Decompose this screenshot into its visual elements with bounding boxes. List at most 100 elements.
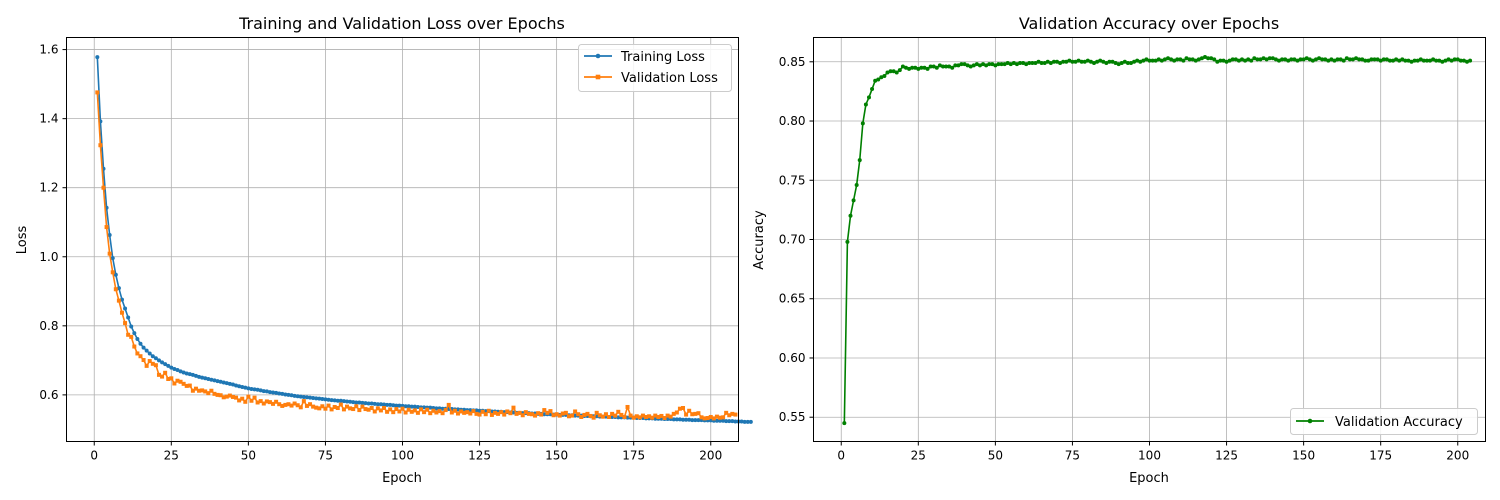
validation-loss-point (492, 410, 497, 415)
validation-accuracy-point (916, 66, 921, 71)
validation-loss-point (508, 411, 513, 416)
validation-accuracy-point (1418, 57, 1423, 62)
training-loss-point (187, 372, 192, 377)
validation-accuracy-point (1273, 57, 1278, 62)
validation-loss-point (95, 90, 100, 95)
training-loss-point (197, 374, 202, 379)
validation-loss-point (462, 410, 467, 415)
legend-marker-validation (595, 74, 601, 80)
training-loss-point (311, 395, 316, 400)
validation-accuracy-point (1221, 58, 1226, 63)
validation-loss-point (135, 351, 140, 356)
training-loss-point (169, 365, 174, 370)
validation-loss-point (545, 410, 550, 415)
training-loss-point (295, 394, 300, 399)
validation-accuracy-point (1119, 60, 1124, 65)
validation-accuracy-point (1341, 58, 1346, 63)
loss-x-tick-label: 75 (318, 449, 333, 463)
validation-accuracy-point (1165, 56, 1170, 61)
loss-grid (66, 37, 739, 442)
validation-accuracy-point (1230, 57, 1235, 62)
validation-loss-point (126, 332, 131, 337)
training-loss-point (289, 393, 294, 398)
training-loss-point (674, 417, 679, 422)
validation-accuracy-point (1172, 58, 1177, 63)
validation-loss-point (304, 403, 309, 408)
validation-loss-point (520, 413, 525, 418)
accuracy-x-tick-label: 125 (1215, 449, 1238, 463)
training-loss-point (156, 358, 161, 363)
validation-loss-point (690, 412, 695, 417)
validation-loss-point (400, 406, 405, 411)
validation-loss-point (224, 394, 229, 399)
validation-accuracy-point (1452, 57, 1457, 62)
validation-loss-point (261, 401, 266, 406)
training-loss-point (304, 395, 309, 400)
validation-loss-point (422, 410, 427, 415)
validation-loss-point (653, 413, 658, 418)
validation-accuracy-point (1360, 57, 1365, 62)
validation-loss-point (113, 287, 118, 292)
training-loss-point (280, 391, 285, 396)
validation-accuracy-point (857, 158, 862, 163)
validation-loss-point (656, 414, 661, 419)
validation-loss-point (483, 412, 488, 417)
validation-loss-point (622, 414, 627, 419)
training-loss-point (218, 379, 223, 384)
training-loss-point (119, 297, 124, 302)
legend-label-accuracy: Validation Accuracy (1335, 415, 1463, 430)
validation-accuracy-point (903, 65, 908, 70)
validation-accuracy-point (1243, 58, 1248, 63)
loss-legend: Training Loss Validation Loss (578, 44, 732, 92)
validation-loss-point (215, 392, 220, 397)
loss-chart-title: Training and Validation Loss over Epochs (238, 14, 565, 33)
validation-loss-point (415, 410, 420, 415)
validation-loss-point (230, 394, 235, 399)
validation-accuracy-point (1147, 58, 1152, 63)
validation-loss-point (141, 358, 146, 363)
validation-loss-point (317, 406, 322, 411)
validation-accuracy-line (843, 56, 1471, 424)
validation-accuracy-point (888, 69, 893, 74)
validation-accuracy-point (873, 78, 878, 83)
validation-loss-point (132, 344, 137, 349)
accuracy-series-layer (842, 55, 1473, 426)
accuracy-x-tick-label: 25 (911, 449, 926, 463)
accuracy-x-tick-label: 50 (988, 449, 1003, 463)
training-loss-point (150, 354, 155, 359)
validation-accuracy-point (848, 213, 853, 218)
validation-accuracy-point (1236, 58, 1241, 63)
validation-accuracy-point (1461, 58, 1466, 63)
validation-accuracy-point (1125, 60, 1130, 65)
training-loss-point (175, 368, 180, 373)
training-loss-point (360, 400, 365, 405)
validation-accuracy-point (1107, 59, 1112, 64)
validation-accuracy-point (1209, 56, 1214, 61)
validation-accuracy-markers (842, 55, 1473, 426)
validation-accuracy-point (1455, 57, 1460, 62)
validation-accuracy-point (1055, 59, 1060, 64)
training-loss-point (357, 400, 362, 405)
training-loss-point (378, 402, 383, 407)
validation-loss-point (153, 363, 158, 368)
accuracy-x-axis-label: Epoch (1129, 471, 1169, 486)
validation-loss-point (249, 398, 254, 403)
validation-loss-point (388, 407, 393, 412)
validation-accuracy-point (934, 65, 939, 70)
loss-x-tick-label: 100 (391, 449, 414, 463)
training-loss-point (616, 415, 621, 420)
validation-loss-point (271, 401, 276, 406)
training-loss-point (372, 401, 377, 406)
validation-accuracy-point (1280, 57, 1285, 62)
accuracy-x-tick-label: 75 (1065, 449, 1080, 463)
validation-accuracy-point (1051, 59, 1056, 64)
validation-accuracy-point (1014, 62, 1019, 67)
validation-accuracy-point (1338, 57, 1343, 62)
validation-loss-point (243, 399, 248, 404)
validation-loss-point (644, 414, 649, 419)
validation-accuracy-point (1005, 60, 1010, 65)
validation-accuracy-point (1298, 57, 1303, 62)
validation-loss-point (585, 411, 590, 416)
validation-accuracy-point (1323, 57, 1328, 62)
